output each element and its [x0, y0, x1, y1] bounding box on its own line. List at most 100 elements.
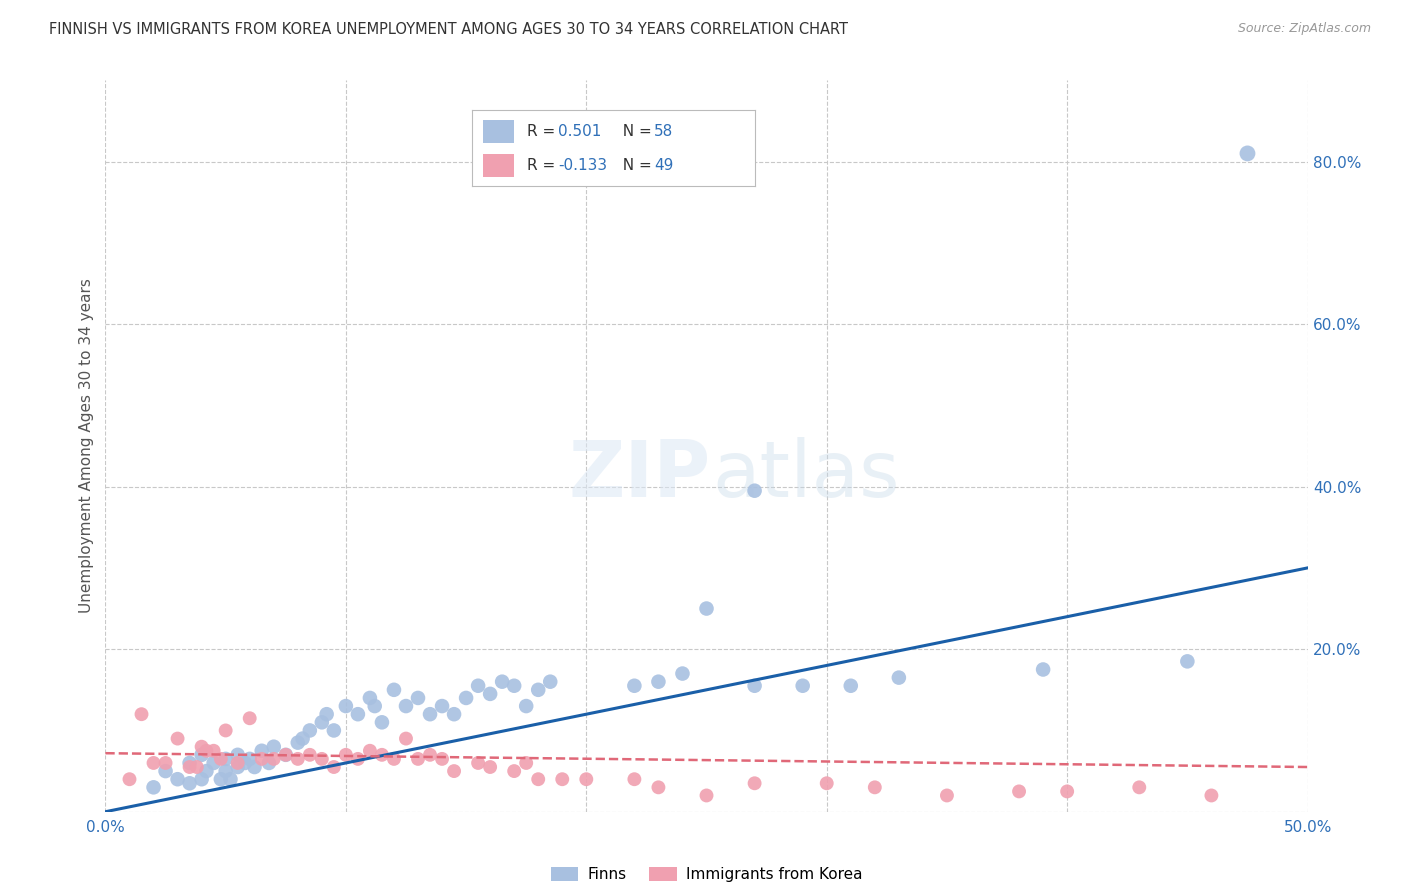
Point: [131, 707, 153, 722]
Point: [744, 776, 766, 790]
Point: [118, 772, 141, 787]
Point: [190, 747, 212, 762]
Bar: [484, 154, 515, 178]
Point: [179, 760, 201, 774]
Point: [202, 756, 225, 770]
Point: [359, 744, 381, 758]
Point: [936, 789, 959, 803]
Point: [371, 747, 394, 762]
Point: [209, 752, 232, 766]
Point: [443, 764, 465, 778]
Point: [696, 601, 718, 615]
Point: [233, 756, 256, 770]
Text: -0.133: -0.133: [558, 158, 607, 173]
Point: [419, 707, 441, 722]
Point: [226, 760, 249, 774]
Point: [371, 715, 394, 730]
Point: [322, 760, 344, 774]
Point: [364, 699, 387, 714]
Point: [209, 772, 232, 787]
Point: [287, 736, 309, 750]
Point: [335, 699, 357, 714]
Point: [527, 772, 550, 787]
Point: [1236, 146, 1258, 161]
Point: [1175, 654, 1198, 668]
Point: [311, 752, 333, 766]
Point: [347, 752, 370, 766]
Point: [142, 756, 165, 770]
Point: [226, 747, 249, 762]
Point: [186, 760, 208, 774]
Point: [1201, 789, 1223, 803]
Point: [623, 679, 645, 693]
Text: 0.501: 0.501: [558, 124, 602, 139]
Text: 49: 49: [654, 158, 673, 173]
Bar: [484, 120, 515, 144]
Point: [298, 747, 321, 762]
Point: [551, 772, 574, 787]
Point: [430, 699, 453, 714]
Text: R =: R =: [527, 124, 561, 139]
Point: [815, 776, 838, 790]
Legend: Finns, Immigrants from Korea: Finns, Immigrants from Korea: [544, 861, 869, 888]
Y-axis label: Unemployment Among Ages 30 to 34 years: Unemployment Among Ages 30 to 34 years: [79, 278, 94, 614]
Point: [515, 699, 537, 714]
Text: N =: N =: [613, 158, 657, 173]
Point: [195, 744, 218, 758]
Point: [419, 747, 441, 762]
Point: [382, 682, 405, 697]
Point: [503, 764, 526, 778]
Point: [322, 723, 344, 738]
Point: [166, 731, 188, 746]
Point: [214, 723, 236, 738]
Point: [792, 679, 814, 693]
Point: [1032, 663, 1054, 677]
Point: [406, 690, 429, 705]
Point: [243, 760, 266, 774]
Point: [335, 747, 357, 762]
Point: [491, 674, 513, 689]
Point: [239, 752, 262, 766]
Point: [1056, 784, 1078, 798]
Point: [263, 739, 285, 754]
Point: [250, 752, 273, 766]
Point: [443, 707, 465, 722]
Text: N =: N =: [613, 124, 657, 139]
Point: [166, 772, 188, 787]
Point: [395, 731, 418, 746]
Point: [575, 772, 598, 787]
Point: [1128, 780, 1150, 795]
Point: [287, 752, 309, 766]
Point: [538, 674, 561, 689]
Point: [274, 747, 297, 762]
Point: [406, 752, 429, 766]
Point: [274, 747, 297, 762]
Text: 58: 58: [654, 124, 673, 139]
Point: [395, 699, 418, 714]
Point: [202, 744, 225, 758]
Point: [214, 752, 236, 766]
Point: [155, 764, 177, 778]
Point: [142, 780, 165, 795]
Point: [263, 752, 285, 766]
Point: [195, 764, 218, 778]
Point: [515, 756, 537, 770]
Point: [839, 679, 862, 693]
Point: [214, 764, 236, 778]
Point: [311, 715, 333, 730]
Point: [250, 744, 273, 758]
Text: R =: R =: [527, 158, 561, 173]
Point: [467, 756, 489, 770]
Point: [179, 776, 201, 790]
Point: [257, 756, 280, 770]
Point: [359, 690, 381, 705]
Point: [671, 666, 693, 681]
Point: [647, 674, 669, 689]
Point: [454, 690, 477, 705]
Point: [298, 723, 321, 738]
Text: atlas: atlas: [713, 437, 900, 513]
Point: [226, 756, 249, 770]
Point: [219, 772, 242, 787]
Point: [479, 760, 502, 774]
Point: [291, 731, 314, 746]
